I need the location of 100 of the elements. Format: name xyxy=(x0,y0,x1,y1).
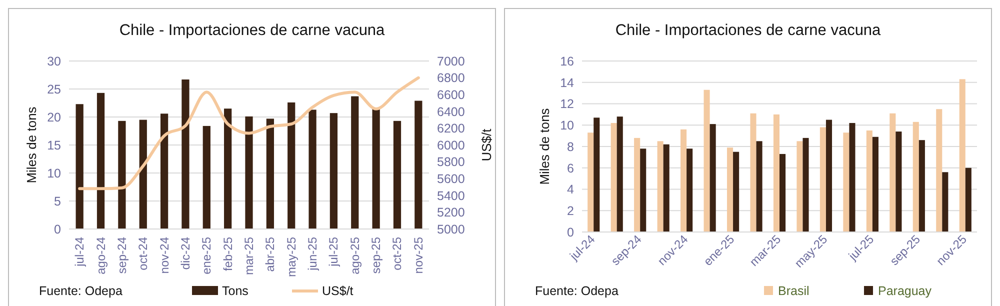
y-tick-label: 2 xyxy=(567,204,574,218)
bar xyxy=(750,113,756,232)
bar xyxy=(802,138,809,232)
y2-tick-label: 5600 xyxy=(437,172,465,186)
legend-label: US$/t xyxy=(322,284,354,298)
y-axis-title: Miles de tons xyxy=(537,108,552,185)
x-tick-label: jul-25 xyxy=(326,236,341,268)
x-tick-label: oct-25 xyxy=(390,236,404,270)
bar xyxy=(182,79,190,229)
line-series xyxy=(78,76,420,190)
bar xyxy=(616,116,623,232)
bar xyxy=(872,136,878,232)
bar xyxy=(704,90,710,232)
chart-title: Chile - Importaciones de carne vacuna xyxy=(119,22,386,39)
bar xyxy=(330,113,338,229)
y2-tick-label: 6000 xyxy=(437,138,465,152)
y2-tick-label: 5400 xyxy=(437,188,465,203)
y-tick-label: 10 xyxy=(560,118,574,132)
x-tick-label: ago-24 xyxy=(94,236,108,274)
legend-label: Paraguay xyxy=(878,284,932,298)
y-tick-label: 5 xyxy=(54,194,62,208)
y-tick-label: 12 xyxy=(560,97,574,112)
bar xyxy=(610,122,617,232)
bar xyxy=(918,140,925,232)
source-note: Fuente: Odepa xyxy=(535,284,618,298)
y-tick-label: 25 xyxy=(47,82,62,96)
x-tick-label: sep-24 xyxy=(114,236,129,274)
y-tick-label: 15 xyxy=(47,138,62,152)
x-tick-label: abr-25 xyxy=(263,236,278,272)
legend-label: Brasil xyxy=(778,284,810,298)
x-tick-label: feb-25 xyxy=(220,236,235,272)
y2-axis-title: US$/t xyxy=(479,128,494,162)
bar xyxy=(710,124,716,232)
bar xyxy=(76,104,84,229)
y-tick-label: 0 xyxy=(567,225,574,240)
bar xyxy=(657,141,664,232)
bar xyxy=(820,127,826,232)
y2-tick-label: 5800 xyxy=(437,155,465,170)
y-tick-label: 4 xyxy=(567,182,574,197)
x-tick-label: jun-25 xyxy=(306,236,320,272)
bar xyxy=(224,108,232,229)
bar xyxy=(843,132,850,232)
bar xyxy=(393,120,402,229)
y2-tick-label: 6800 xyxy=(437,71,465,86)
bar xyxy=(680,129,687,232)
y2-tick-label: 7000 xyxy=(437,54,465,68)
bar xyxy=(965,168,972,232)
y-axis-title: Miles de tons xyxy=(24,106,39,184)
bar xyxy=(912,122,919,232)
source-note: Fuente: Odepa xyxy=(39,284,122,298)
y-tick-label: 6 xyxy=(567,161,574,176)
y-tick-label: 0 xyxy=(54,222,62,236)
y-tick-label: 30 xyxy=(47,54,62,68)
y2-tick-label: 6400 xyxy=(437,104,465,119)
bar xyxy=(594,118,600,232)
bar xyxy=(414,100,422,229)
x-tick-label: nov-24 xyxy=(157,236,172,274)
bar xyxy=(773,114,780,232)
bar xyxy=(351,96,359,229)
bar xyxy=(288,102,296,229)
bar xyxy=(726,148,734,232)
bar xyxy=(826,120,832,232)
bar xyxy=(780,154,786,232)
bar xyxy=(118,120,126,229)
chart-title: Chile - Importaciones de carne vacuna xyxy=(615,22,882,39)
bar xyxy=(96,92,105,229)
y2-tick-label: 5200 xyxy=(437,206,465,220)
y-tick-label: 16 xyxy=(560,54,574,68)
bar xyxy=(942,172,948,232)
bar xyxy=(245,116,253,229)
x-tick-label: ene-25 xyxy=(200,236,214,274)
x-tick-label: jul-24 xyxy=(72,236,87,268)
bar xyxy=(890,113,896,232)
bar xyxy=(202,126,210,229)
y-tick-label: 8 xyxy=(567,140,574,154)
x-tick-label: ago-25 xyxy=(348,236,362,274)
bar xyxy=(640,148,646,232)
bar xyxy=(866,130,872,232)
x-tick-label: nov-25 xyxy=(411,236,426,274)
bar xyxy=(796,141,803,232)
bar xyxy=(733,152,740,232)
bar xyxy=(849,122,856,232)
x-tick-label: may-25 xyxy=(284,236,298,278)
bar xyxy=(634,138,640,232)
y2-tick-label: 5000 xyxy=(437,222,465,236)
x-tick-label: mar-25 xyxy=(242,236,256,276)
y2-tick-label: 6600 xyxy=(437,88,465,102)
x-tick-label: oct-24 xyxy=(136,236,150,270)
y2-tick-label: 6200 xyxy=(437,122,465,136)
bar xyxy=(372,109,380,229)
legend-label: Tons xyxy=(222,284,248,298)
bar xyxy=(266,118,274,229)
y-tick-label: 10 xyxy=(47,166,62,180)
bar xyxy=(160,114,168,229)
y-tick-label: 14 xyxy=(560,76,574,90)
bar xyxy=(308,110,316,229)
bar xyxy=(588,132,594,232)
bar xyxy=(896,132,902,232)
bar xyxy=(139,120,147,229)
x-tick-label: dic-24 xyxy=(178,236,192,270)
